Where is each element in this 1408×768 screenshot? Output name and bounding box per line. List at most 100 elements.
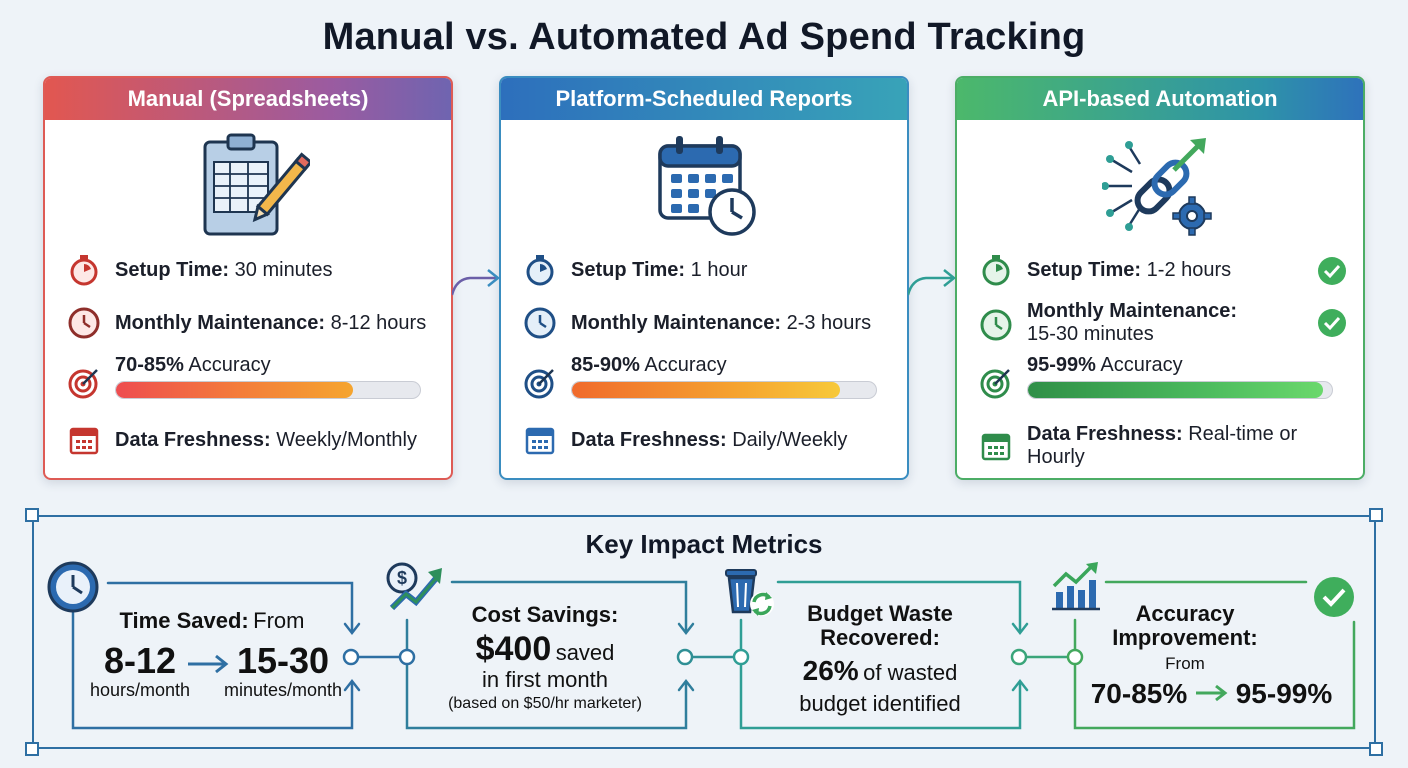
time-saved-after: 15-30 minutes/month	[218, 642, 348, 701]
dollar-growth-icon: $	[386, 562, 442, 611]
cost-savings-label: Cost Savings:	[471, 602, 619, 627]
cost-savings-amount: $400	[475, 630, 552, 668]
check-circle-icon	[1314, 577, 1354, 617]
setup-value: 1-2 hours	[1146, 258, 1232, 281]
card-connector-arrow	[908, 269, 957, 296]
check-circle-icon	[1318, 257, 1346, 285]
stopwatch-icon	[526, 255, 554, 286]
maintenance-label: Monthly Maintenance:	[115, 311, 326, 334]
data-freshness-row: Data Freshness: Weekly/Monthly	[67, 423, 439, 457]
freshness-value: Weekly/Monthly	[276, 428, 417, 451]
accuracy-range: 85-90%	[571, 354, 640, 376]
setup-time-row: Setup Time: 1-2 hours	[979, 253, 1351, 287]
check-circle-icon	[1318, 309, 1346, 337]
cost-savings-block: Cost Savings: $400 saved in first month …	[420, 602, 670, 713]
key-impact-metrics-panel	[32, 515, 1376, 749]
accuracy-word: Accuracy	[188, 354, 271, 376]
cost-savings-saved: saved	[555, 640, 615, 665]
maintenance-value: 2-3 hours	[786, 311, 872, 334]
time-saved-heading: Time Saved: From	[112, 608, 312, 634]
accuracy-improvement-label-2: Improvement:	[1112, 625, 1258, 650]
accuracy-bar-fill	[572, 382, 840, 398]
clock-icon	[47, 561, 99, 613]
budget-waste-text-2: budget identified	[799, 691, 961, 716]
time-before-unit: hours/month	[89, 680, 191, 700]
setup-time-row: Setup Time: 1 hour	[523, 253, 895, 287]
time-saved-before: 8-12 hours/month	[86, 642, 194, 701]
arrow-right-icon	[188, 654, 229, 674]
clock-icon	[68, 307, 100, 339]
calendar-clock-icon	[658, 136, 756, 236]
accuracy-improvement-label-1: Accuracy	[1135, 601, 1235, 626]
time-saved-label: Time Saved:	[119, 608, 249, 633]
setup-label: Setup Time:	[115, 258, 230, 281]
accuracy-row: 85-90% Accuracy	[523, 354, 895, 400]
page-title: Manual vs. Automated Ad Spend Tracking	[322, 16, 1086, 58]
clock-icon	[980, 309, 1012, 341]
arrow-right-icon	[1196, 684, 1228, 702]
frame-corner-handle	[1369, 742, 1383, 756]
accuracy-range: 95-99%	[1027, 354, 1096, 376]
frame-corner-handle	[25, 742, 39, 756]
setup-value: 30 minutes	[234, 258, 333, 281]
setup-time-row: Setup Time: 30 minutes	[67, 253, 439, 287]
card-connector-arrow	[452, 269, 501, 296]
accuracy-word: Accuracy	[1100, 354, 1183, 376]
freshness-value: Daily/Weekly	[732, 428, 848, 451]
target-icon	[980, 369, 1010, 399]
stopwatch-icon	[982, 255, 1010, 286]
calendar-icon	[69, 427, 99, 455]
api-based-automation-card: API-based Automation Setu	[955, 76, 1365, 480]
accuracy-row: 70-85% Accuracy	[67, 354, 439, 400]
time-after-value: 15-30	[236, 640, 330, 681]
manual-spreadsheets-card: Manual (Spreadsheets) Setup Time: 30 min…	[43, 76, 453, 480]
freshness-label: Data Freshness:	[571, 428, 727, 451]
budget-waste-label-1: Budget Waste	[807, 601, 953, 626]
card-header: Platform-Scheduled Reports	[501, 78, 907, 120]
accuracy-bar	[571, 381, 877, 399]
accuracy-improvement-heading: Accuracy Improvement: From	[1100, 602, 1270, 674]
freshness-label: Data Freshness:	[115, 428, 271, 451]
budget-waste-block: Budget Waste Recovered: 26% of wasted bu…	[760, 602, 1000, 717]
frame-corner-handle	[25, 508, 39, 522]
trash-recycle-icon	[725, 569, 774, 616]
maintenance-value: 15-30 minutes	[1027, 323, 1154, 345]
setup-label: Setup Time:	[1027, 258, 1142, 281]
accuracy-row: 95-99% Accuracy	[979, 354, 1351, 400]
maintenance-value: 8-12 hours	[330, 311, 427, 334]
accuracy-bar-fill	[1028, 382, 1323, 398]
time-before-value: 8-12	[103, 640, 177, 681]
platform-scheduled-reports-card: Platform-Scheduled Reports Setup Time: 1…	[499, 76, 909, 480]
accuracy-range: 70-85%	[115, 354, 184, 376]
stopwatch-icon	[70, 255, 98, 286]
budget-waste-percent: 26%	[802, 655, 859, 686]
maintenance-label: Monthly Maintenance:	[1027, 300, 1238, 322]
budget-waste-label-2: Recovered:	[820, 625, 940, 650]
card-header: Manual (Spreadsheets)	[45, 78, 451, 120]
metrics-title: Key Impact Metrics	[585, 529, 823, 559]
target-icon	[68, 369, 98, 399]
accuracy-bar	[115, 381, 421, 399]
calendar-icon	[525, 427, 555, 455]
maintenance-label: Monthly Maintenance:	[571, 311, 782, 334]
accuracy-before: 70-85%	[1090, 678, 1188, 709]
monthly-maintenance-row: Monthly Maintenance: 2-3 hours	[523, 306, 895, 340]
budget-waste-text: of wasted	[863, 660, 958, 685]
accuracy-after: 95-99%	[1235, 678, 1333, 709]
monthly-maintenance-row: Monthly Maintenance: 8-12 hours	[67, 306, 439, 340]
setup-value: 1 hour	[690, 258, 748, 281]
accuracy-bar-fill	[116, 382, 354, 398]
card-header: API-based Automation	[957, 78, 1363, 120]
frame-corner-handle	[1369, 508, 1383, 522]
target-icon	[524, 369, 554, 399]
freshness-label: Data Freshness:	[1027, 423, 1183, 445]
data-freshness-row: Data Freshness: Daily/Weekly	[523, 423, 895, 457]
accuracy-improvement-from: From	[1165, 654, 1205, 673]
accuracy-word: Accuracy	[644, 354, 727, 376]
accuracy-bar	[1027, 381, 1333, 399]
monthly-maintenance-row: Monthly Maintenance: 15-30 minutes	[979, 300, 1351, 346]
setup-label: Setup Time:	[571, 258, 686, 281]
time-after-unit: minutes/month	[223, 680, 343, 700]
cost-savings-note: (based on $50/hr marketer)	[448, 695, 642, 712]
svg-text:$: $	[397, 568, 407, 588]
